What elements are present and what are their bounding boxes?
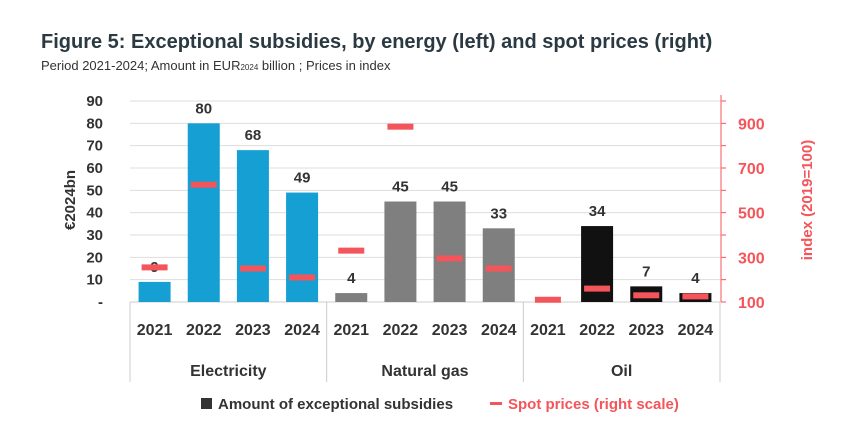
y-tick-label: 40 (86, 205, 103, 222)
y2-axis-title: index (2019=100) (799, 140, 816, 261)
bar-data-label: 34 (589, 203, 606, 220)
legend: Amount of exceptional subsidies Spot pri… (201, 396, 679, 413)
y2-tick-label: 700 (738, 161, 765, 178)
bar-data-label: 4 (691, 270, 700, 287)
subtitle-text: Period 2021-2024; Amount in EUR (41, 58, 241, 73)
bar (286, 192, 319, 302)
spot-price-marker (682, 293, 709, 300)
y-tick-label: 60 (86, 160, 103, 177)
spot-price-marker (485, 265, 512, 272)
bar-data-label: 45 (392, 179, 409, 196)
x-tick-label: 2021 (530, 322, 566, 339)
group-label: Natural gas (381, 363, 468, 380)
legend-spot-swatch (490, 402, 502, 405)
y2-tick-label: 900 (738, 116, 765, 133)
subtitle-text-end: billion ; Prices in index (258, 58, 391, 73)
spot-price-marker (633, 292, 660, 299)
legend-bar-swatch (201, 398, 212, 409)
subtitle-subscript: 2024 (240, 63, 259, 72)
y-axis-title: €2024bn (62, 170, 79, 230)
legend-spot-label: Spot prices (right scale) (508, 396, 679, 413)
group-label: Oil (611, 363, 632, 380)
x-tick-label: 2024 (678, 322, 714, 339)
bar (433, 201, 466, 302)
y2-tick-label: 500 (738, 206, 765, 223)
x-tick-label: 2021 (333, 322, 369, 339)
chart-subtitle: Period 2021-2024; Amount in EUR2024 bill… (41, 58, 391, 73)
spot-price-marker (338, 247, 365, 254)
spot-price-marker (289, 274, 316, 281)
bar-data-label: 80 (195, 100, 212, 117)
x-tick-label: 2023 (432, 322, 468, 339)
x-tick-label: 2023 (235, 322, 271, 339)
group-label: Electricity (190, 363, 267, 380)
spot-price-marker (190, 181, 217, 188)
bar-data-label: 68 (245, 127, 262, 144)
y-tick-label: 70 (86, 138, 103, 155)
spot-price-marker (436, 255, 463, 262)
chart-title: Figure 5: Exceptional subsidies, by ener… (41, 31, 713, 53)
bar-data-label: 7 (642, 263, 650, 280)
bar-data-label: 33 (490, 205, 507, 222)
x-tick-label: 2024 (284, 322, 320, 339)
x-tick-label: 2021 (137, 322, 173, 339)
spot-price-marker (387, 123, 414, 130)
spot-price-marker (534, 296, 561, 303)
spot-price-marker (584, 285, 611, 292)
bar-data-label: 4 (347, 270, 356, 287)
y2-tick-label: 100 (738, 295, 765, 312)
y-tick-label: 90 (86, 93, 103, 110)
x-tick-label: 2024 (481, 322, 517, 339)
bar (138, 281, 171, 302)
bar (384, 201, 417, 302)
x-tick-label: 2023 (628, 322, 664, 339)
bar (236, 150, 269, 302)
x-tick-label: 2022 (579, 322, 615, 339)
y-tick-label: 10 (86, 272, 103, 289)
bar (187, 123, 220, 302)
y-tick-label: 50 (86, 182, 103, 199)
spot-price-marker (239, 265, 266, 272)
y-tick-label: - (98, 294, 103, 311)
y-tick-label: 20 (86, 249, 103, 266)
y-tick-label: 30 (86, 227, 103, 244)
spot-price-marker (141, 264, 168, 271)
y2-tick-label: 300 (738, 250, 765, 267)
bar (335, 293, 368, 302)
legend-bar-label: Amount of exceptional subsidies (218, 396, 453, 413)
bar (482, 228, 515, 302)
x-tick-label: 2022 (186, 322, 222, 339)
x-tick-label: 2022 (383, 322, 419, 339)
bar-data-label: 49 (294, 170, 311, 187)
y-tick-label: 80 (86, 115, 103, 132)
bar-data-label: 45 (441, 179, 458, 196)
